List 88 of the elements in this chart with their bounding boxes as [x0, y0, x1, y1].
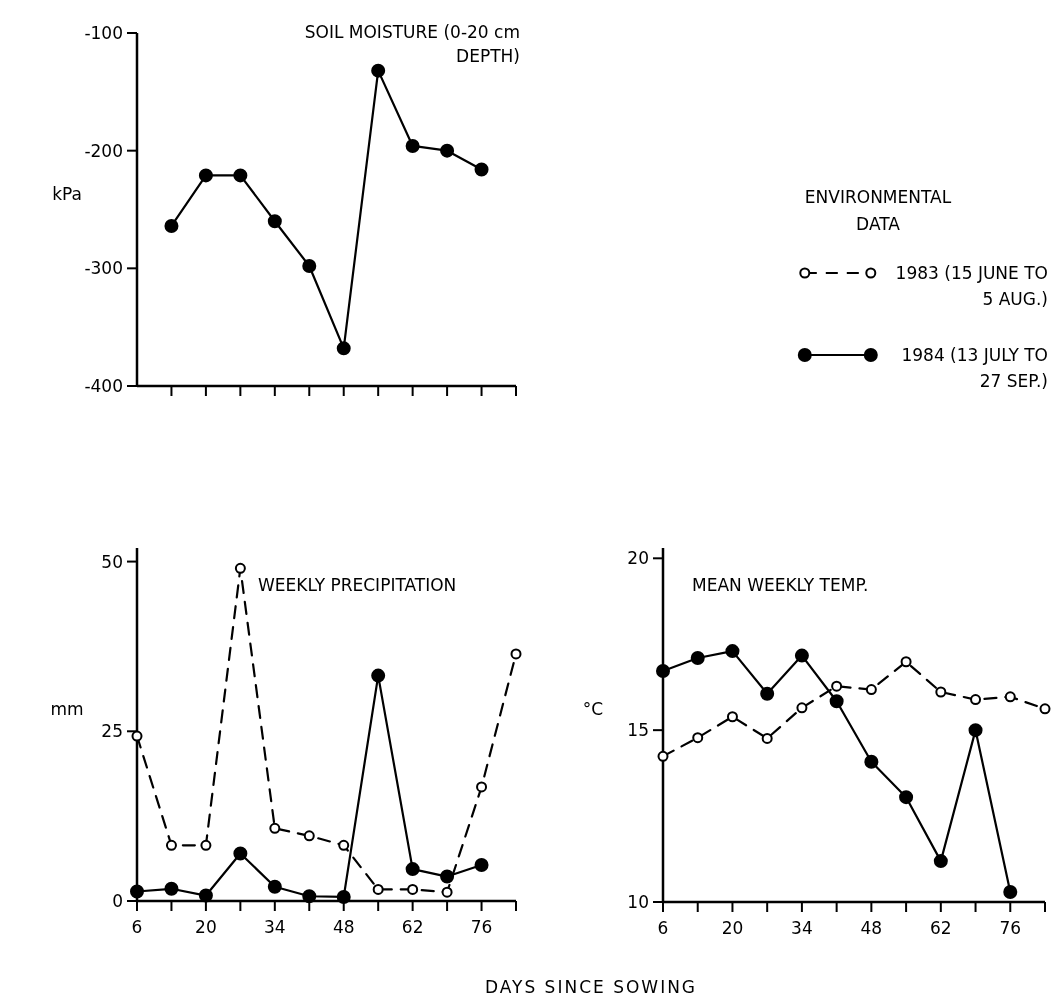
point — [864, 754, 879, 769]
point — [476, 781, 488, 793]
point — [935, 686, 947, 698]
point — [372, 883, 384, 895]
x-tick-label: 76 — [470, 917, 493, 937]
point — [130, 884, 144, 899]
point — [198, 888, 213, 903]
point — [865, 684, 877, 696]
point — [440, 869, 455, 884]
y-tick-label: 20 — [627, 548, 649, 569]
x-tick-label: 6 — [131, 917, 143, 937]
y-tick-label: -300 — [84, 258, 123, 279]
point — [441, 886, 453, 898]
text: MEAN WEEKLY TEMP. — [692, 575, 869, 595]
y-tick-label: 25 — [101, 721, 123, 742]
point — [405, 862, 420, 877]
point — [692, 732, 704, 744]
y-tick-label: -200 — [84, 140, 123, 161]
point — [233, 168, 248, 183]
point — [200, 839, 212, 851]
point — [899, 790, 914, 805]
point — [302, 258, 317, 273]
y-tick-label: -400 — [84, 376, 123, 396]
y-tick-label: 0 — [112, 891, 123, 911]
x-tick-label: 6 — [657, 918, 669, 938]
point — [338, 839, 350, 851]
point — [725, 644, 740, 659]
point — [267, 879, 282, 894]
point — [933, 854, 948, 869]
point — [336, 341, 351, 356]
point — [131, 730, 143, 742]
point — [474, 162, 489, 177]
x-tick-label: 62 — [401, 917, 424, 937]
point — [726, 711, 738, 723]
point — [407, 883, 419, 895]
x-tick-label: 48 — [860, 918, 883, 938]
y-tick-label: 15 — [627, 720, 649, 741]
point — [794, 648, 809, 663]
legend-title: ENVIRONMENTAL DATA — [804, 187, 952, 234]
text: WEEKLY PRECIPITATION — [258, 575, 457, 595]
point — [656, 664, 670, 679]
point — [690, 650, 705, 665]
point — [1003, 885, 1018, 900]
y-tick-label: 50 — [101, 551, 123, 572]
point — [164, 881, 179, 896]
x-tick-label: 76 — [999, 918, 1022, 938]
point — [657, 750, 669, 762]
point — [371, 668, 386, 683]
x-tick-label: 20 — [195, 917, 217, 937]
point — [829, 694, 844, 709]
point — [831, 680, 843, 692]
y-axis-title: mm — [50, 698, 84, 719]
point — [234, 562, 246, 574]
point — [164, 218, 179, 233]
point — [900, 656, 912, 668]
point — [440, 143, 455, 158]
point — [371, 63, 386, 78]
point — [165, 839, 177, 851]
x-tick-label: 48 — [332, 917, 355, 937]
point — [796, 702, 808, 714]
y-axis-title: °C — [582, 699, 604, 719]
point — [474, 858, 489, 873]
point — [302, 889, 317, 904]
y-tick-label: -100 — [84, 23, 123, 43]
point — [233, 846, 248, 861]
point — [970, 694, 982, 706]
point — [405, 138, 420, 153]
point — [303, 830, 315, 842]
point — [761, 732, 773, 744]
x-tick-label: 20 — [721, 918, 744, 938]
point — [336, 889, 351, 904]
point — [198, 168, 213, 183]
point — [968, 723, 983, 738]
point — [1039, 703, 1051, 715]
x-axis-title: DAYS SINCE SOWING — [484, 977, 698, 997]
chart-title: SOIL MOISTURE (0-20 cm DEPTH) — [304, 22, 520, 66]
point — [760, 686, 775, 701]
x-tick-label: 62 — [930, 918, 952, 938]
point — [510, 648, 522, 660]
y-tick-label: 10 — [627, 892, 649, 912]
legend-label: 1983 (15 JUNE TO 5 AUG.) — [895, 263, 1048, 309]
x-tick-label: 34 — [791, 918, 813, 938]
point — [1004, 691, 1016, 703]
x-tick-label: 34 — [264, 917, 286, 937]
point — [269, 822, 281, 834]
point — [267, 214, 282, 229]
y-axis-title: kPa — [52, 183, 82, 204]
legend-label: 1984 (13 JULY TO 27 SEP.) — [901, 345, 1048, 391]
